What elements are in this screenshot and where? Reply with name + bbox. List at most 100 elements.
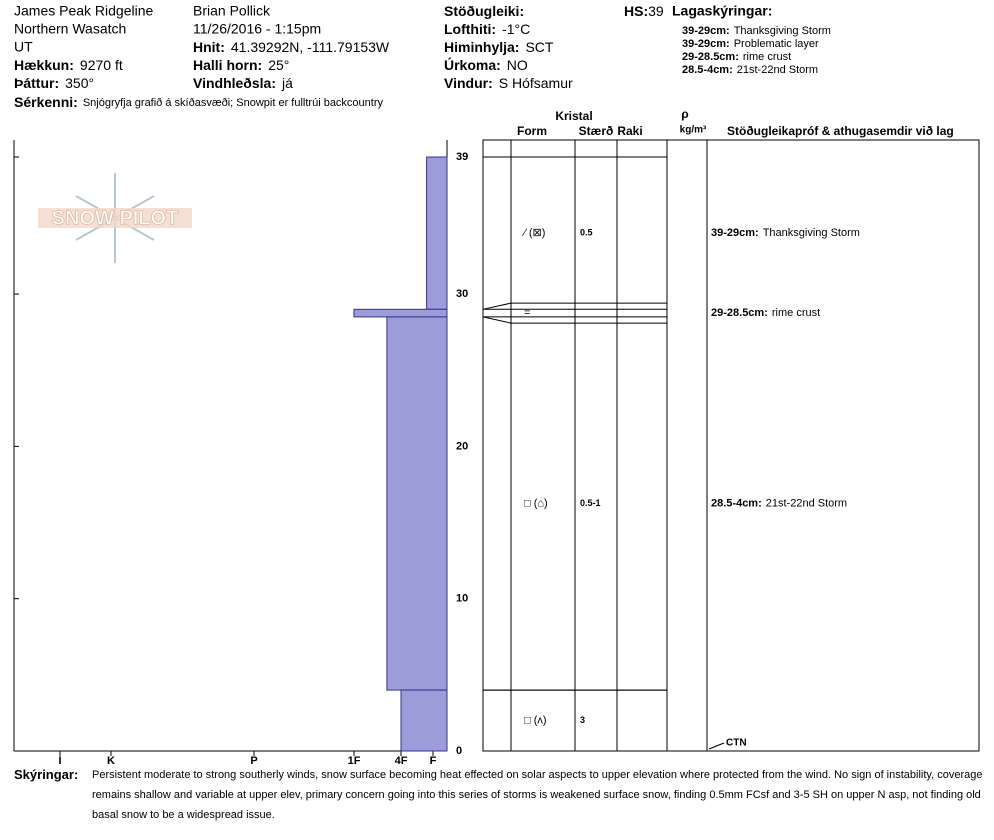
field: Vindur: S Hófsamur [444,75,573,91]
table-header: Stöðugleikapróf & athugasemdir við lag [727,124,954,138]
field-label: Halli horn: [193,57,262,73]
hardness-bar [386,316,448,691]
logo: SNOW PILOT [38,173,192,263]
grain-size: 0.5-1 [580,498,601,508]
field-value: NO [507,57,528,73]
field: Stöðugleiki: [444,3,524,19]
table-header: Form [517,124,547,138]
table-header: Kristal [555,109,592,123]
legend-text: Thanksgiving Storm [734,25,831,37]
comment-range: 28.5-4cm: [711,497,762,509]
legend-range: 39-29cm: [682,25,730,37]
grain-size: 0.5 [580,228,593,238]
legend-text: rime crust [743,51,791,63]
field: Halli horn: 25° [193,57,289,73]
layer-boundary [482,302,667,310]
snow-profile: James Peak Ridgeline Northern Wasatch UT… [13,3,980,765]
comment-text: Thanksgiving Storm [763,227,860,239]
grain-size: 3 [580,715,585,725]
table-header: kg/m³ [680,125,707,136]
test-label: CTN [726,738,747,749]
field: Himinhylja: SCT [444,39,554,55]
hs: HS:39 [624,3,664,19]
notes-label: Skýringar: [14,767,79,782]
field-label: Vindhleðsla: [193,75,276,91]
hardness-bar [426,156,448,310]
comment-range: 29-28.5cm: [711,307,768,319]
field-label: Lofthiti: [444,21,496,37]
legend-range: 39-29cm: [682,38,730,50]
grain-form: = [524,307,530,319]
table-frame [482,139,980,752]
field: Úrkoma: NO [444,56,528,73]
x-tick-label: F [430,755,437,765]
legend-range: 29-28.5cm: [682,51,739,63]
field: Þáttur: 350° [14,75,94,91]
location: Northern Wasatch [14,21,126,37]
layer-table: Kristal Form Stærð Raki ρ kg/m³ Stöðugleikapró… [482,107,980,752]
grain-form: □ (ʌ) [524,714,547,726]
x-tick-label: K [107,755,115,765]
hardness-chart: 0 10 20 30 39 I K P 1F 4F F [13,140,468,765]
field-value: 350° [65,75,94,91]
x-tick-label: 4F [395,755,408,765]
layer-comment: 39-29cm: Thanksgiving Storm [711,227,860,239]
field: Lofthiti: -1°C [444,21,530,37]
field: Hnit: 41.39292N, -111.79153W [193,39,390,55]
location: James Peak Ridgeline [14,3,154,19]
legend-item: 28.5-4cm: 21st-22nd Storm [682,64,818,76]
comment-range: 39-29cm: [711,227,759,239]
field-value: já [281,75,293,91]
x-tick-label: P [250,755,257,765]
notes-text: Persistent moderate to strong southerly … [92,769,983,821]
x-tick-label: I [58,755,61,765]
fields: Hækkun: 9270 ft Þáttur: 350° Hnit: 41.39292N,… [14,3,573,91]
field-value: 41.39292N, -111.79153W [231,39,390,55]
field-value: S Hófsamur [499,75,573,91]
field-label: Þáttur: [14,75,59,91]
hs-label: HS: [624,3,648,19]
location: UT [14,39,33,55]
legend-item: 39-29cm: Thanksgiving Storm [682,25,831,37]
legend-text: Problematic layer [734,38,819,50]
field-value: 9270 ft [80,57,123,73]
field-label: Úrkoma: [444,56,501,73]
legend-title: Lagaskýringar: [672,3,772,19]
field-label: Himinhylja: [444,39,519,55]
legend-range: 28.5-4cm: [682,64,733,76]
table-header: Stærð [579,124,614,138]
features: Sérkenni: Snjógryfja grafið á skíðasvæði;… [14,94,384,110]
features-label: Sérkenni: [14,94,78,110]
y-tick-label: 39 [456,151,468,163]
field-label: Stöðugleiki: [444,3,524,19]
legend-item: 29-28.5cm: rime crust [682,51,791,63]
field-label: Vindur: [444,75,493,91]
hardness-bar [353,308,448,318]
y-tick-label: 0 [456,745,462,757]
hs-value: 39 [648,3,664,19]
layer-comment: 28.5-4cm: 21st-22nd Storm [711,497,847,509]
table-header: Raki [617,124,642,138]
y-tick-label: 10 [456,593,468,605]
legend-item: 39-29cm: Problematic layer [682,38,819,50]
logo-text: SNOW PILOT [52,207,179,229]
layer-boundary [482,316,667,324]
datetime: 11/26/2016 - 1:15pm [193,21,321,37]
hardness-bar [400,689,448,752]
comment-text: rime crust [772,307,820,319]
observer: Brian Pollick [193,3,271,19]
field-value: SCT [525,39,553,55]
legend-text: 21st-22nd Storm [737,64,818,76]
layer-comment: 29-28.5cm: rime crust [711,307,820,319]
field: Hækkun: 9270 ft [14,57,123,73]
grain-form: □ (⌂) [524,497,548,509]
field-label: Hækkun: [14,57,74,73]
field-value: -1°C [502,21,530,37]
y-tick-label: 30 [456,288,468,300]
features-value: Snjógryfja grafið á skíðasvæði; Snowpit … [83,97,384,109]
test-marker [708,742,725,750]
y-tick-label: 20 [456,440,468,452]
x-tick-label: 1F [348,755,361,765]
field: Vindhleðsla: já [193,75,293,91]
